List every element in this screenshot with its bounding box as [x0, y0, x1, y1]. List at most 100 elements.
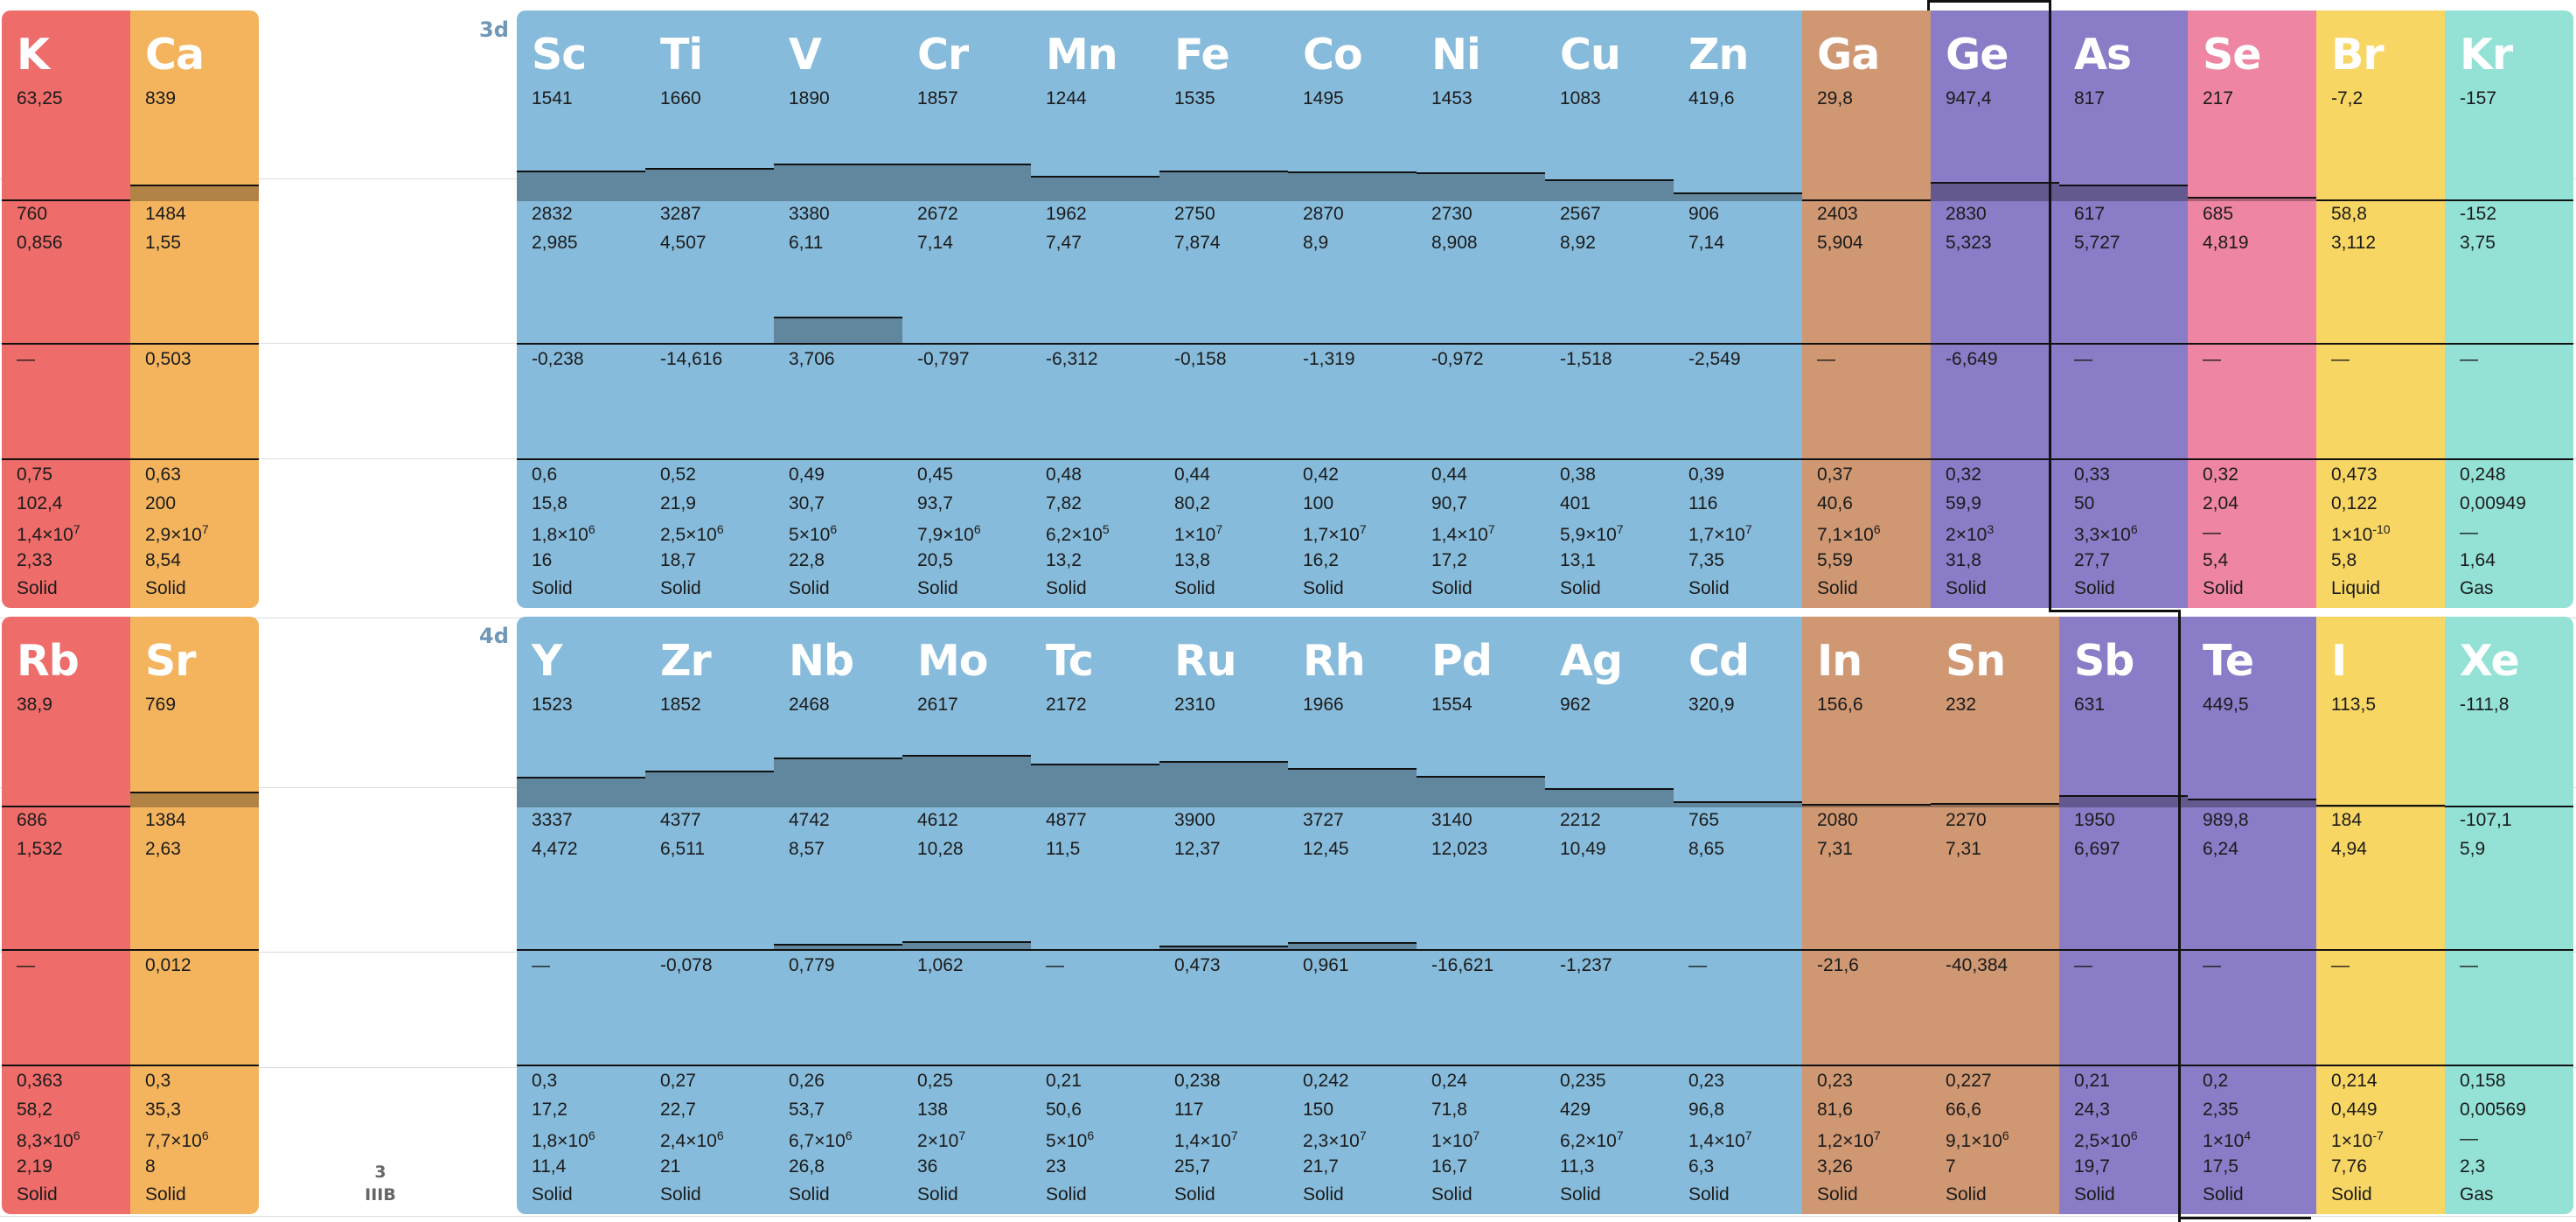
conductivity-times-ten: ×10 [42, 525, 73, 545]
element-cell-k[interactable]: K 63,25 760 0,856 — 0,75 102,4 1,4×107 2,33 Solid [2, 10, 130, 608]
conductivity-exponent: 7 [1873, 1128, 1881, 1142]
melting-point-value: 1523 [532, 695, 573, 715]
specific-heat-value: 0,3 [532, 1071, 558, 1091]
element-cell-mn[interactable]: Mn 1244 1962 7,47 -6,312 0,48 7,82 6,2×105 13,2 S… [1031, 10, 1159, 608]
element-cell-nb[interactable]: Nb 2468 4742 8,57 0,779 0,26 53,7 6,7×106 26,8 So… [774, 617, 902, 1214]
element-cell-br[interactable]: Br -7,2 58,8 3,112 — 0,473 0,122 1×10-10 5,8 Liqu… [2316, 10, 2445, 608]
element-cell-te[interactable]: Te 449,5 989,8 6,24 — 0,2 2,35 1×104 17,5 Solid [2188, 617, 2316, 1214]
section-divider [517, 949, 645, 951]
hardness-value: 3,26 [1817, 1156, 1853, 1177]
element-cell-i[interactable]: I 113,5 184 4,94 — 0,214 0,449 1×10-7 7,76 Solid [2316, 617, 2445, 1214]
element-symbol: As [2074, 30, 2132, 80]
density-value: 12,37 [1174, 839, 1221, 859]
element-cell-kr[interactable]: Kr -157 -152 3,75 — 0,248 0,00949 — 1,64 Gas [2445, 10, 2573, 608]
electron-affinity-value: -6,649 [1946, 349, 1998, 369]
density-value: 4,472 [532, 839, 578, 859]
conductivity-mantissa: 2,5 [2074, 1131, 2100, 1151]
electrical-conductivity-value: 2,5×106 [2074, 1129, 2138, 1150]
element-cell-tc[interactable]: Tc 2172 4877 11,5 — 0,21 50,6 5×106 23 Solid [1031, 617, 1159, 1214]
conductivity-mantissa: 5,9 [1560, 525, 1586, 545]
electrical-conductivity-value: 2×107 [917, 1129, 965, 1150]
specific-heat-value: 0,75 [17, 464, 52, 485]
element-cell-ge[interactable]: Ge 947,4 2830 5,323 -6,649 0,32 59,9 2×103 31,8 S… [1931, 10, 2059, 608]
melting-point-bar [1031, 176, 1159, 201]
element-cell-cd[interactable]: Cd 320,9 765 8,65 — 0,23 96,8 1,4×107 6,3 Solid [1674, 617, 1802, 1214]
thermal-conductivity-value: 7,82 [1046, 493, 1082, 513]
element-symbol: Ag [1560, 636, 1623, 686]
element-cell-as[interactable]: As 817 617 5,727 — 0,33 50 3,3×106 27,7 Solid [2059, 10, 2188, 608]
section-divider [1031, 1065, 1159, 1066]
element-symbol: Xe [2460, 636, 2520, 686]
phase-value: Solid [1174, 578, 1215, 598]
element-symbol: Ca [145, 30, 205, 80]
element-symbol: K [17, 30, 50, 80]
element-cell-v[interactable]: V 1890 3380 6,11 3,706 0,49 30,7 5×106 22,8 Solid [774, 10, 902, 608]
element-cell-mo[interactable]: Mo 2617 4612 10,28 1,062 0,25 138 2×107 36 Solid [902, 617, 1031, 1214]
boiling-point-value: 760 [17, 204, 48, 224]
melting-point-bar [1674, 800, 1802, 807]
metalloid-boundary-line [1927, 0, 2050, 3]
conductivity-times-ten: ×10 [2341, 1131, 2373, 1151]
element-symbol: V [789, 30, 822, 80]
melting-point-bar [1545, 787, 1674, 807]
element-cell-pd[interactable]: Pd 1554 3140 12,023 -16,621 0,24 71,8 1×107 16,7… [1417, 617, 1545, 1214]
element-symbol: Cr [917, 30, 969, 80]
element-cell-cu[interactable]: Cu 1083 2567 8,92 -1,518 0,38 401 5,9×107 13,1 So… [1545, 10, 1674, 608]
element-cell-sr[interactable]: Sr 769 1384 2,63 0,012 0,3 35,3 7,7×106 8 Solid [130, 617, 259, 1214]
element-cell-ca[interactable]: Ca 839 1484 1,55 0,503 0,63 200 2,9×107 8,54 Soli… [130, 10, 259, 608]
specific-heat-value: 0,227 [1946, 1071, 1992, 1091]
electron-affinity-value: 1,062 [917, 955, 964, 975]
electron-affinity-value: -1,319 [1303, 349, 1355, 369]
melting-point-value: 1966 [1303, 695, 1344, 715]
element-cell-xe[interactable]: Xe -111,8 -107,1 5,9 — 0,158 0,00569 — 2,3 Gas [2445, 617, 2573, 1214]
element-cell-ni[interactable]: Ni 1453 2730 8,908 -0,972 0,44 90,7 1,4×107 17,2… [1417, 10, 1545, 608]
section-divider [517, 1065, 645, 1066]
element-cell-sb[interactable]: Sb 631 1950 6,697 — 0,21 24,3 2,5×106 19,7 Solid [2059, 617, 2188, 1214]
section-divider [1802, 458, 1931, 460]
element-cell-sc[interactable]: Sc 1541 2832 2,985 -0,238 0,6 15,8 1,8×106 16 Sol… [517, 10, 645, 608]
element-cell-ti[interactable]: Ti 1660 3287 4,507 -14,616 0,52 21,9 2,5×106 18,… [645, 10, 774, 608]
conductivity-exponent: 7 [1359, 1128, 1367, 1142]
electron-affinity-bar [1159, 946, 1288, 949]
element-cell-rb[interactable]: Rb 38,9 686 1,532 — 0,363 58,2 8,3×106 2,19 Solid [2, 617, 130, 1214]
hardness-value: 2,19 [17, 1156, 52, 1177]
melting-point-value: 962 [1560, 695, 1591, 715]
boiling-point-value: 685 [2203, 204, 2234, 224]
section-divider [2059, 343, 2188, 345]
element-cell-rh[interactable]: Rh 1966 3727 12,45 0,961 0,242 150 2,3×107 21,7 S… [1288, 617, 1417, 1214]
element-cell-y[interactable]: Y 1523 3337 4,472 — 0,3 17,2 1,8×106 11,4 Solid [517, 617, 645, 1214]
element-cell-ga[interactable]: Ga 29,8 2403 5,904 — 0,37 40,6 7,1×106 5,59 Solid [1802, 10, 1931, 608]
element-cell-fe[interactable]: Fe 1535 2750 7,874 -0,158 0,44 80,2 1×107 13,8 So… [1159, 10, 1288, 608]
melting-point-value: 1495 [1303, 88, 1344, 108]
element-cell-ru[interactable]: Ru 2310 3900 12,37 0,473 0,238 117 1,4×107 25,7 S… [1159, 617, 1288, 1214]
section-divider [1931, 343, 2059, 345]
hardness-value: 16 [532, 550, 553, 570]
density-value: 8,9 [1303, 233, 1329, 253]
phase-value: Solid [1303, 1184, 1344, 1205]
electron-affinity-value: -0,238 [532, 349, 584, 369]
element-cell-se[interactable]: Se 217 685 4,819 — 0,32 2,04 — 5,4 Solid [2188, 10, 2316, 608]
electrical-conductivity-value: 1×107 [1431, 1129, 1479, 1150]
element-cell-sn[interactable]: Sn 232 2270 7,31 -40,384 0,227 66,6 9,1×106 7 Sol… [1931, 617, 2059, 1214]
density-value: 4,507 [660, 233, 707, 253]
element-cell-ag[interactable]: Ag 962 2212 10,49 -1,237 0,235 429 6,2×107 11,3 S… [1545, 617, 1674, 1214]
electrical-conductivity-value: 2×103 [1946, 523, 1994, 544]
melting-point-bar [2445, 806, 2573, 807]
melting-point-bar [1159, 761, 1288, 807]
conductivity-mantissa: 3,3 [2074, 525, 2100, 545]
thermal-conductivity-value: 429 [1560, 1100, 1591, 1120]
conductivity-mantissa: 7,1 [1817, 525, 1843, 545]
melting-point-bar [1288, 171, 1417, 201]
electrical-conductivity-value: 1,8×106 [532, 1129, 595, 1150]
element-cell-co[interactable]: Co 1495 2870 8,9 -1,319 0,42 100 1,7×107 16,2 Sol… [1288, 10, 1417, 608]
boiling-point-value: 3287 [660, 204, 701, 224]
element-cell-in[interactable]: In 156,6 2080 7,31 -21,6 0,23 81,6 1,2×107 3,26 S… [1802, 617, 1931, 1214]
element-cell-cr[interactable]: Cr 1857 2672 7,14 -0,797 0,45 93,7 7,9×106 20,5 S… [902, 10, 1031, 608]
phase-value: Solid [145, 578, 186, 598]
electron-affinity-bar [774, 317, 902, 343]
conductivity-mantissa: 1,7 [1688, 525, 1715, 545]
element-symbol: Mo [917, 636, 988, 686]
element-cell-zr[interactable]: Zr 1852 4377 6,511 -0,078 0,27 22,7 2,4×106 21 So… [645, 617, 774, 1214]
element-cell-zn[interactable]: Zn 419,6 906 7,14 -2,549 0,39 116 1,7×107 7,35 So… [1674, 10, 1802, 608]
electron-affinity-value: -14,616 [660, 349, 723, 369]
